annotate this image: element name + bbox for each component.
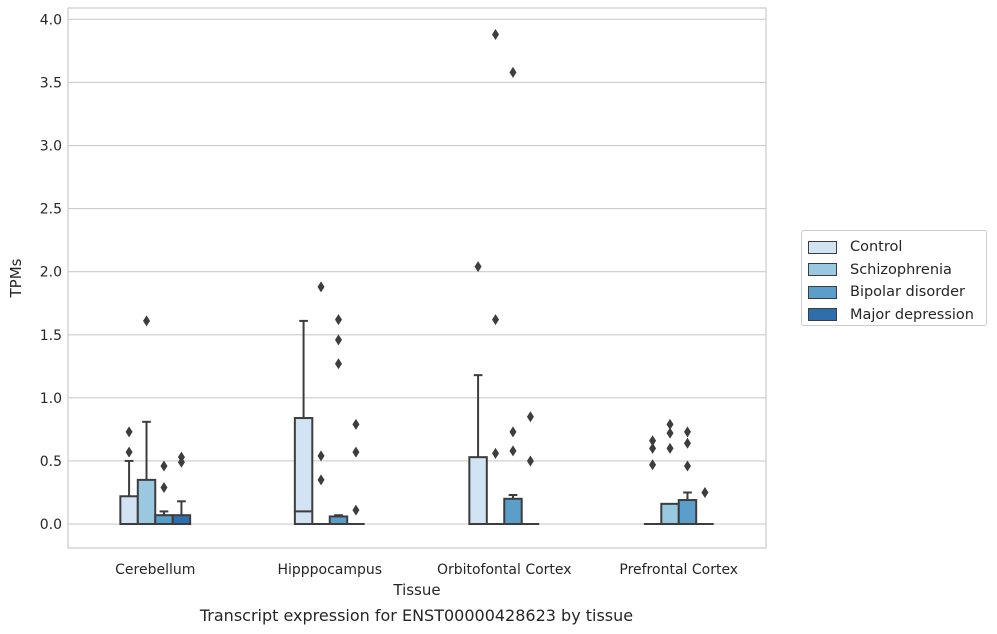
box-body	[328, 515, 349, 526]
outlier-point	[334, 334, 342, 346]
legend-label: Schizophrenia	[850, 261, 952, 278]
legend-swatch	[808, 240, 837, 254]
box-body	[677, 499, 698, 526]
box-schizophrenia	[486, 28, 505, 526]
y-axis-ticks: 0.0 0.5 1.0 1.5 2.0 2.5 3.0 3.5 4.0	[40, 12, 62, 533]
outlier-point	[160, 481, 168, 493]
y-axis-label: TPMs	[7, 258, 25, 298]
plot-area	[67, 7, 767, 549]
box-body	[293, 417, 314, 526]
x-tick-label: Prefrontal Cortex	[619, 562, 738, 578]
legend-item: Schizophrenia	[808, 259, 986, 282]
outlier-point	[334, 314, 342, 326]
y-tick-label: 1.5	[40, 328, 62, 344]
outlier-point	[492, 28, 500, 40]
outlier-point	[509, 426, 517, 438]
outlier-point	[352, 446, 360, 458]
legend-label: Control	[850, 239, 903, 256]
outlier-point	[317, 474, 325, 486]
legend-swatch	[808, 308, 837, 322]
legend-swatch	[808, 285, 837, 299]
x-axis-label: Tissue	[392, 581, 440, 599]
box-bipolar-disorder	[677, 426, 698, 526]
outlier-point	[701, 486, 709, 498]
x-axis-ticks: Cerebellum Hipppocampus Orbitofontal Corte…	[115, 562, 738, 578]
box-groups	[119, 28, 714, 526]
box-major-depression	[347, 418, 365, 526]
box-schizophrenia	[136, 315, 157, 526]
outlier-point	[317, 281, 325, 293]
x-tick-label: Orbitofontal Cortex	[437, 562, 572, 578]
y-tick-label: 4.0	[40, 12, 62, 28]
y-tick-label: 3.5	[40, 75, 62, 91]
outlier-point	[334, 358, 342, 370]
legend-item: Bipolar disorder	[808, 281, 986, 304]
outlier-point	[649, 442, 657, 454]
outlier-point	[683, 460, 691, 472]
legend-label: Bipolar disorder	[850, 284, 965, 301]
legend-label: Major depression	[850, 306, 974, 323]
outlier-point	[352, 504, 360, 516]
box-body	[468, 456, 488, 526]
outlier-point	[492, 447, 500, 459]
outlier-point	[474, 261, 482, 273]
outlier-point	[526, 411, 534, 423]
y-tick-label: 0.0	[40, 517, 62, 533]
box-body	[136, 478, 157, 526]
outlier-point	[177, 451, 185, 463]
box-major-depression	[521, 411, 540, 526]
outlier-point	[683, 437, 691, 449]
outlier-point	[125, 426, 133, 438]
y-tick-label: 2.5	[40, 202, 62, 218]
y-tick-label: 2.0	[40, 265, 62, 281]
outlier-point	[143, 315, 151, 327]
outlier-point	[492, 314, 500, 326]
chart-caption: Transcript expression for ENST0000042862…	[199, 606, 634, 625]
box-control	[293, 319, 314, 526]
legend-item: Major depression	[808, 304, 986, 327]
legend-item: Control	[808, 236, 986, 259]
outlier-point	[666, 418, 674, 430]
box-body	[119, 495, 139, 526]
box-major-depression	[696, 486, 714, 526]
y-tick-label: 1.0	[40, 391, 62, 407]
box-body	[171, 514, 192, 526]
x-tick-label: Cerebellum	[115, 562, 195, 578]
y-tick-label: 0.5	[40, 454, 62, 470]
box-body	[154, 514, 174, 526]
outlier-point	[683, 426, 691, 438]
box-body	[503, 497, 523, 526]
box-body	[660, 502, 680, 526]
outlier-point	[666, 442, 674, 454]
box-bipolar-disorder	[328, 314, 349, 526]
outlier-point	[317, 450, 325, 462]
x-tick-label: Hipppocampus	[277, 562, 382, 578]
box-bipolar-disorder	[503, 66, 523, 526]
outlier-point	[160, 460, 168, 472]
box-control	[468, 261, 488, 526]
outlier-point	[352, 418, 360, 430]
legend-swatch	[808, 263, 837, 277]
outlier-point	[526, 455, 534, 467]
legend: Control Schizophrenia Bipolar disorder Majo…	[801, 230, 987, 326]
y-tick-label: 3.0	[40, 139, 62, 155]
box-schizophrenia	[312, 281, 330, 526]
outlier-point	[509, 66, 517, 78]
outlier-point	[649, 459, 657, 471]
box-bipolar-disorder	[154, 460, 174, 526]
outlier-point	[649, 435, 657, 447]
box-control	[643, 435, 662, 526]
box-major-depression	[171, 451, 192, 526]
outlier-point	[125, 446, 133, 458]
outlier-point	[666, 427, 674, 439]
outlier-point	[509, 445, 517, 457]
